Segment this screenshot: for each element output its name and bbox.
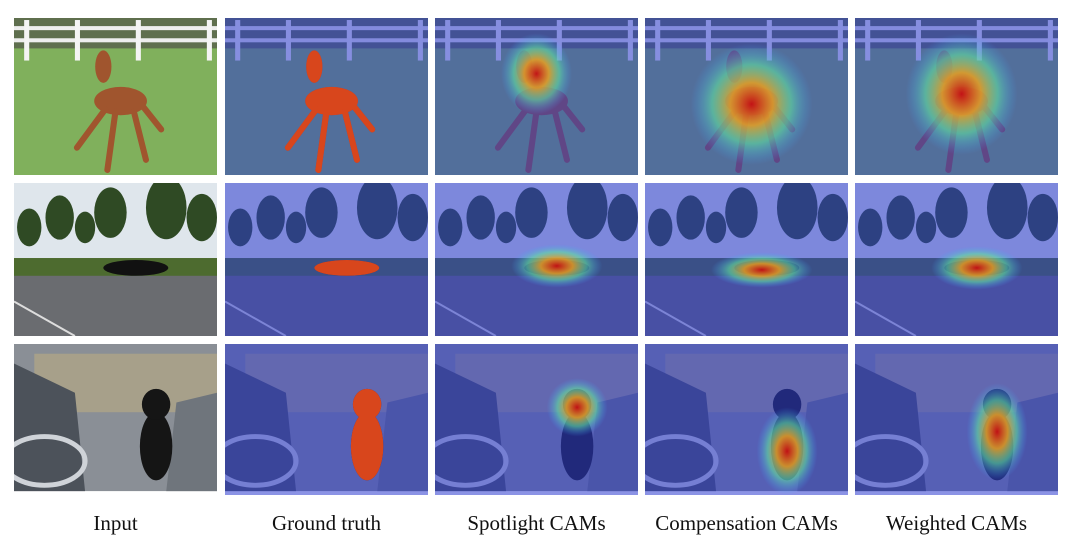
blue-tint (645, 344, 848, 495)
image-panel (225, 183, 428, 336)
fence-post (135, 20, 141, 61)
wheel (14, 434, 88, 488)
tree (45, 195, 74, 240)
cam-heatmap (756, 407, 818, 495)
image-panel (855, 18, 1058, 175)
horse-head (95, 50, 112, 83)
image-panel (225, 344, 428, 495)
car (103, 259, 169, 276)
dog-body (139, 412, 173, 481)
column-label: Spotlight CAMs (467, 511, 605, 535)
background (14, 18, 217, 49)
fence-post (24, 20, 30, 61)
tree (17, 208, 42, 247)
image-panel (855, 344, 1058, 495)
blue-tint (855, 344, 1058, 495)
tree (74, 211, 96, 244)
tree (145, 183, 187, 240)
fence-post (206, 20, 212, 61)
cam-heatmap (905, 33, 1018, 155)
image-panel (435, 183, 638, 336)
road-line (14, 300, 76, 336)
fence-rail (14, 26, 217, 31)
blue-tint (225, 183, 428, 336)
horse-leg (130, 108, 149, 163)
column-label: Weighted CAMs (886, 511, 1027, 535)
image-panel (435, 344, 638, 495)
seat (166, 392, 217, 492)
horse-leg (349, 102, 376, 133)
cam-heatmap (690, 43, 813, 165)
horse-leg (104, 108, 119, 173)
tree (186, 193, 217, 242)
cam-heatmap (710, 252, 813, 288)
dashboard (14, 363, 86, 492)
horse-leg (341, 108, 360, 163)
cam-heatmap (966, 382, 1028, 481)
image-panel (435, 18, 638, 175)
cam-heatmap (931, 246, 1023, 290)
cam-heatmap (511, 244, 603, 288)
image-panel (645, 183, 848, 336)
dog-head (141, 388, 171, 420)
column-label: Ground truth (272, 511, 382, 535)
horse-leg (315, 108, 330, 173)
image-panel (14, 344, 217, 492)
image-panel (225, 18, 428, 175)
horse-leg (138, 102, 165, 133)
road (14, 275, 217, 336)
blue-tint (435, 344, 638, 495)
image-panel (14, 18, 217, 175)
fence-post (74, 20, 80, 61)
car (314, 259, 380, 276)
image-panel (645, 344, 848, 495)
cam-heatmap (500, 33, 573, 115)
cam-heatmap (546, 378, 608, 437)
image-panel (14, 183, 217, 336)
image-panel (855, 183, 1058, 336)
image-panel (645, 18, 848, 175)
column-label: Input (93, 511, 137, 535)
fence-rail (14, 38, 217, 43)
column-label: Compensation CAMs (655, 511, 838, 535)
horse-head (306, 50, 323, 83)
dog-head (352, 388, 382, 420)
tree (94, 187, 127, 238)
horse-leg (284, 106, 320, 151)
blue-tint (225, 344, 428, 495)
horse-leg (73, 106, 109, 151)
dog-body (350, 412, 384, 481)
